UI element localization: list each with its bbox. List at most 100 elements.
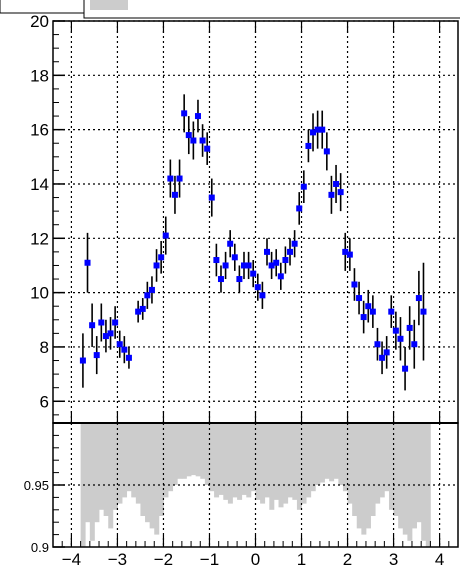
data-point	[296, 205, 303, 212]
data-point	[98, 319, 105, 326]
data-point	[112, 319, 119, 326]
data-point	[254, 284, 261, 291]
ratio-bar	[416, 423, 422, 523]
data-point	[337, 189, 344, 196]
data-point	[273, 259, 280, 266]
data-point	[162, 232, 169, 239]
ratio-bar	[319, 423, 325, 483]
data-point	[93, 352, 100, 359]
data-point	[176, 175, 183, 182]
x-tick-label: −1	[200, 550, 219, 567]
data-point	[171, 191, 178, 198]
data-point	[314, 126, 321, 133]
ratio-bar	[140, 423, 146, 516]
data-point	[319, 126, 326, 133]
data-point	[310, 129, 317, 136]
data-point	[415, 295, 422, 302]
ratio-bar	[324, 423, 330, 479]
ratio-bar	[421, 423, 427, 541]
ratio-bar	[393, 423, 399, 516]
data-point	[158, 254, 165, 261]
data-point	[360, 314, 367, 321]
x-tick-label: 1	[297, 550, 306, 567]
data-point	[392, 327, 399, 334]
data-point	[144, 292, 151, 299]
upper-panel: 6 8 10 12 14 16 18 20	[30, 12, 459, 424]
data-point	[153, 262, 160, 269]
data-point	[217, 276, 224, 283]
data-point	[102, 333, 109, 340]
data-point	[388, 308, 395, 315]
data-point	[300, 183, 307, 190]
data-point	[194, 113, 201, 120]
data-point	[356, 295, 363, 302]
ratio-bar	[333, 423, 339, 479]
ratio-bar	[200, 423, 206, 479]
x-tick-label: −2	[154, 550, 173, 567]
ratio-bar	[108, 423, 114, 529]
data-point	[116, 341, 123, 348]
ratio-bar	[283, 423, 289, 504]
ratio-bar	[204, 423, 210, 485]
data-point	[135, 308, 142, 315]
ratio-bar	[85, 423, 91, 523]
data-point	[282, 257, 289, 264]
x-tick-label: 3	[389, 550, 398, 567]
ratio-bar	[158, 423, 164, 516]
data-point	[148, 286, 155, 293]
ratio-bar	[315, 423, 321, 485]
ratio-bar	[186, 423, 192, 477]
data-point	[208, 194, 215, 201]
data-point	[268, 262, 275, 269]
data-point	[240, 262, 247, 269]
data-point	[305, 142, 312, 149]
x-tick-label: 2	[343, 550, 352, 567]
data-point	[121, 346, 128, 353]
x-tick-label: 0	[251, 550, 260, 567]
ratio-bar	[402, 423, 408, 535]
ratio-bar	[218, 423, 224, 495]
data-point	[351, 281, 358, 288]
ratio-bar	[154, 423, 160, 535]
ratio-bar	[172, 423, 178, 485]
ratio-bar	[296, 423, 302, 510]
data-point	[411, 341, 418, 348]
ratio-bar	[379, 423, 385, 498]
ratio-bar	[227, 423, 233, 504]
upper-y-tick-label: 18	[30, 66, 49, 85]
data-point	[291, 240, 298, 247]
data-point	[79, 357, 86, 364]
ratio-bar	[209, 423, 215, 492]
ratio-bar	[338, 423, 344, 485]
data-point	[277, 273, 284, 280]
lower-panel: 0.9 0.95 −4 −3 −2 −1 0 1 2 3 4	[24, 422, 459, 567]
ratio-bar	[103, 423, 109, 516]
data-point	[89, 322, 96, 329]
ratio-bar	[246, 423, 252, 498]
upper-y-tick-label: 20	[30, 12, 49, 31]
ratio-bar	[329, 423, 335, 482]
ratio-bar	[126, 423, 132, 492]
ratio-bar	[356, 423, 362, 529]
ratio-bar	[347, 423, 353, 504]
ratio-bar	[131, 423, 137, 498]
ratio-bar	[407, 423, 413, 541]
ratio-bar	[352, 423, 358, 516]
ratio-bar	[361, 423, 367, 535]
upper-y-tick-label: 10	[30, 284, 49, 303]
data-point	[379, 354, 386, 361]
ratio-bar	[135, 423, 141, 504]
ratio-bar	[168, 423, 174, 492]
ratio-bar	[255, 423, 261, 500]
ratio-bar	[117, 423, 123, 504]
lower-y-tick-label: 0.9	[31, 540, 49, 555]
data-point	[125, 354, 132, 361]
data-point	[328, 191, 335, 198]
ratio-bar	[388, 423, 394, 510]
data-point	[222, 262, 229, 269]
ratio-bar	[269, 423, 275, 510]
ratio-bar	[191, 423, 197, 476]
data-point	[365, 303, 372, 310]
ratio-bar	[214, 423, 220, 498]
data-point	[374, 341, 381, 348]
